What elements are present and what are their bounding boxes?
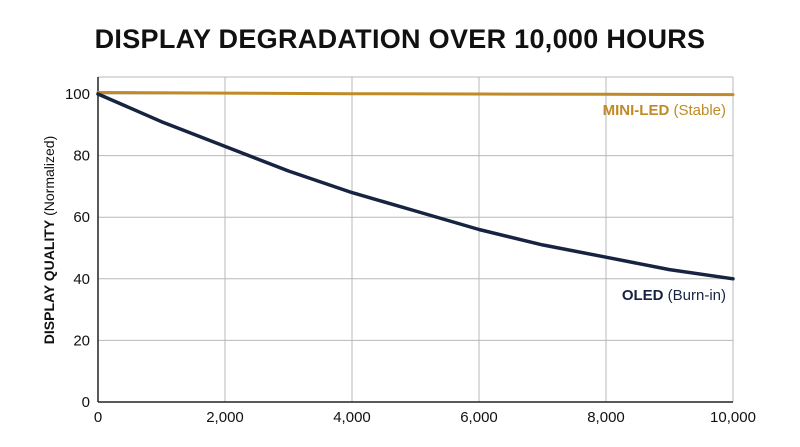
series-line-oled <box>96 92 735 281</box>
axes <box>97 77 733 403</box>
series-label-mini-led-note: (Stable) <box>669 102 726 119</box>
y-axis-label: DISPLAY QUALITY (Normalized) <box>41 136 57 344</box>
series-label-oled-name: OLED <box>622 287 664 304</box>
series-lines <box>96 91 735 281</box>
grid <box>98 76 734 402</box>
y-tick-label: 0 <box>82 394 90 411</box>
x-tick-label: 4,000 <box>333 409 371 426</box>
tick-labels: 0 2,000 4,000 6,000 8,000 10,000 0 20 40 60 80 100 <box>65 86 756 426</box>
y-tick-label: 40 <box>73 271 90 288</box>
chart-title: DISPLAY DEGRADATION OVER 10,000 HOURS <box>94 24 706 54</box>
series-label-oled: OLED (Burn-in) <box>622 287 726 304</box>
series-label-oled-note: (Burn-in) <box>663 287 726 304</box>
y-tick-label: 20 <box>73 332 90 349</box>
y-axis-label-rest: (Normalized) <box>41 136 57 220</box>
series-line-mini-led <box>96 91 735 97</box>
x-tick-label: 2,000 <box>206 409 244 426</box>
y-axis-label-bold: DISPLAY QUALITY <box>41 219 57 344</box>
y-tick-label: 60 <box>73 209 90 226</box>
y-tick-label: 100 <box>65 86 90 103</box>
x-tick-label: 8,000 <box>587 409 625 426</box>
series-label-mini-led: MINI-LED (Stable) <box>603 102 726 119</box>
x-tick-label: 10,000 <box>710 409 756 426</box>
y-tick-label: 80 <box>73 148 90 165</box>
series-label-mini-led-name: MINI-LED <box>603 102 670 119</box>
x-tick-label: 0 <box>94 409 102 426</box>
x-tick-label: 6,000 <box>460 409 498 426</box>
